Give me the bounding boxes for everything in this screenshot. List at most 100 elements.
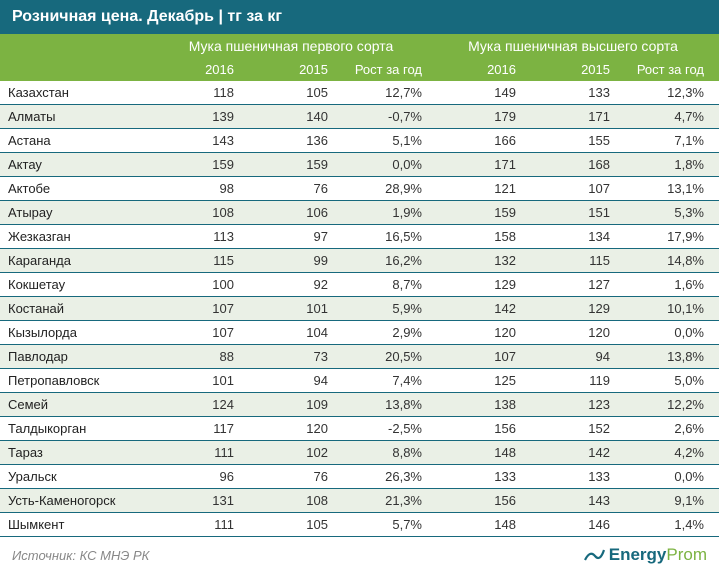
blank-cell (0, 58, 150, 81)
value-cell: 134 (526, 225, 620, 248)
table-row: Тараз1111028,8%1481424,2% (0, 441, 719, 465)
value-cell: 99 (244, 249, 338, 272)
group-header-row: Мука пшеничная первого сорта Мука пшенич… (0, 34, 719, 58)
value-cell: 118 (150, 81, 244, 104)
table-row: Астана1431365,1%1661557,1% (0, 129, 719, 153)
value-cell: 101 (244, 297, 338, 320)
col-header: 2015 (526, 58, 620, 81)
value-cell: 166 (432, 129, 526, 152)
growth-cell: 17,9% (620, 225, 714, 248)
value-cell: 124 (150, 393, 244, 416)
growth-cell: 5,3% (620, 201, 714, 224)
value-cell: 73 (244, 345, 338, 368)
value-cell: 111 (150, 441, 244, 464)
table-row: Павлодар887320,5%1079413,8% (0, 345, 719, 369)
growth-cell: 5,9% (338, 297, 432, 320)
table-row: Кокшетау100928,7%1291271,6% (0, 273, 719, 297)
table-row: Жезказган1139716,5%15813417,9% (0, 225, 719, 249)
value-cell: 131 (150, 489, 244, 512)
value-cell: 138 (432, 393, 526, 416)
region-cell: Казахстан (0, 81, 150, 104)
region-cell: Атырау (0, 201, 150, 224)
table-row: Усть-Каменогорск13110821,3%1561439,1% (0, 489, 719, 513)
value-cell: 96 (150, 465, 244, 488)
table-row: Караганда1159916,2%13211514,8% (0, 249, 719, 273)
table-row: Талдыкорган117120-2,5%1561522,6% (0, 417, 719, 441)
region-cell: Усть-Каменогорск (0, 489, 150, 512)
region-cell: Петропавловск (0, 369, 150, 392)
logo-suffix: Prom (666, 545, 707, 565)
value-cell: 113 (150, 225, 244, 248)
value-cell: 149 (432, 81, 526, 104)
growth-cell: 5,1% (338, 129, 432, 152)
col-header: Рост за год (620, 58, 714, 81)
growth-cell: 16,5% (338, 225, 432, 248)
value-cell: 133 (526, 465, 620, 488)
value-cell: 152 (526, 417, 620, 440)
sub-header-row: 2016 2015 Рост за год 2016 2015 Рост за … (0, 58, 719, 81)
blank-cell (0, 34, 150, 58)
col-header: 2016 (150, 58, 244, 81)
growth-cell: 1,6% (620, 273, 714, 296)
value-cell: 111 (150, 513, 244, 536)
growth-cell: 12,7% (338, 81, 432, 104)
value-cell: 168 (526, 153, 620, 176)
table-row: Актобе987628,9%12110713,1% (0, 177, 719, 201)
col-header: 2015 (244, 58, 338, 81)
value-cell: 94 (244, 369, 338, 392)
value-cell: 140 (244, 105, 338, 128)
value-cell: 105 (244, 513, 338, 536)
table-title: Розничная цена. Декабрь | тг за кг (0, 0, 719, 34)
table-row: Уральск967626,3%1331330,0% (0, 465, 719, 489)
growth-cell: 4,7% (620, 105, 714, 128)
value-cell: 120 (244, 417, 338, 440)
value-cell: 136 (244, 129, 338, 152)
col-header: 2016 (432, 58, 526, 81)
value-cell: 104 (244, 321, 338, 344)
value-cell: 143 (526, 489, 620, 512)
value-cell: 121 (432, 177, 526, 200)
table-row: Казахстан11810512,7%14913312,3% (0, 81, 719, 105)
growth-cell: 13,8% (620, 345, 714, 368)
value-cell: 159 (150, 153, 244, 176)
value-cell: 127 (526, 273, 620, 296)
growth-cell: 14,8% (620, 249, 714, 272)
growth-cell: 2,6% (620, 417, 714, 440)
value-cell: 119 (526, 369, 620, 392)
value-cell: 102 (244, 441, 338, 464)
group-header-first: Мука пшеничная первого сорта (150, 34, 432, 58)
growth-cell: 21,3% (338, 489, 432, 512)
value-cell: 98 (150, 177, 244, 200)
value-cell: 123 (526, 393, 620, 416)
value-cell: 101 (150, 369, 244, 392)
growth-cell: 12,3% (620, 81, 714, 104)
value-cell: 129 (526, 297, 620, 320)
value-cell: 109 (244, 393, 338, 416)
growth-cell: 7,1% (620, 129, 714, 152)
value-cell: 106 (244, 201, 338, 224)
value-cell: 156 (432, 417, 526, 440)
growth-cell: 7,4% (338, 369, 432, 392)
value-cell: 115 (526, 249, 620, 272)
table-row: Атырау1081061,9%1591515,3% (0, 201, 719, 225)
value-cell: 129 (432, 273, 526, 296)
region-cell: Жезказган (0, 225, 150, 248)
growth-cell: 8,8% (338, 441, 432, 464)
value-cell: 155 (526, 129, 620, 152)
growth-cell: 5,0% (620, 369, 714, 392)
table-body: Казахстан11810512,7%14913312,3%Алматы139… (0, 81, 719, 537)
region-cell: Кызылорда (0, 321, 150, 344)
value-cell: 107 (150, 321, 244, 344)
table-row: Кызылорда1071042,9%1201200,0% (0, 321, 719, 345)
growth-cell: 20,5% (338, 345, 432, 368)
value-cell: 115 (150, 249, 244, 272)
value-cell: 156 (432, 489, 526, 512)
value-cell: 120 (432, 321, 526, 344)
value-cell: 76 (244, 177, 338, 200)
region-cell: Актобе (0, 177, 150, 200)
value-cell: 133 (432, 465, 526, 488)
region-cell: Шымкент (0, 513, 150, 536)
value-cell: 133 (526, 81, 620, 104)
region-cell: Кокшетау (0, 273, 150, 296)
value-cell: 158 (432, 225, 526, 248)
